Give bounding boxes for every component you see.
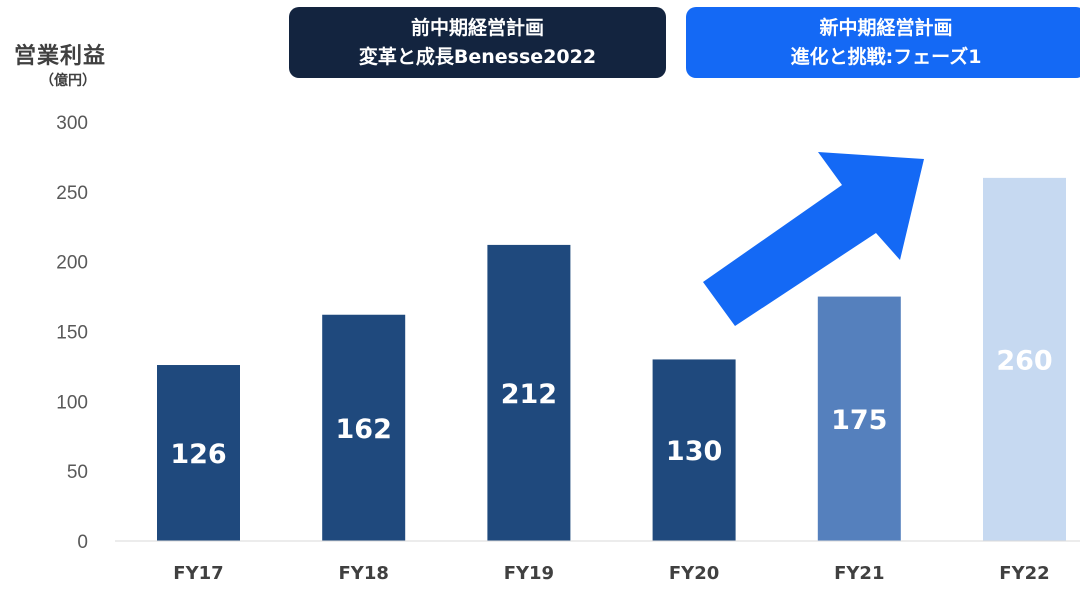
data-label: 260: [996, 345, 1052, 376]
previous-plan-title: 前中期経営計画: [410, 16, 544, 39]
y-axis-title: 営業利益: [14, 44, 107, 69]
new-plan-banner: 新中期経営計画 進化と挑戦:フェーズ1: [686, 7, 1080, 78]
data-label: 126: [170, 439, 226, 470]
x-tick-label: FY17: [173, 563, 223, 584]
y-axis-unit: （億円）: [40, 73, 96, 89]
data-label: 130: [666, 436, 722, 467]
data-label: 212: [501, 379, 557, 410]
y-tick-label: 300: [56, 113, 88, 134]
bar-fy18: [322, 314, 406, 541]
data-label: 162: [336, 414, 392, 445]
bar-fy20: [652, 359, 736, 541]
y-tick-label: 100: [56, 392, 88, 413]
data-label: 175: [831, 405, 887, 436]
y-tick-label: 250: [56, 183, 88, 204]
previous-plan-name: 変革と成長Benesse2022: [358, 45, 597, 68]
new-plan-name: 進化と挑戦:フェーズ1: [790, 45, 982, 68]
y-tick-label: 200: [56, 253, 88, 274]
y-tick-label: 0: [77, 532, 88, 553]
y-tick-label: 50: [67, 462, 88, 483]
bar-fy17: [157, 365, 240, 541]
up-right-arrow-icon: [703, 152, 924, 326]
x-tick-label: FY18: [339, 563, 389, 584]
new-plan-title: 新中期経営計画: [819, 16, 953, 39]
bar-fy22: [983, 177, 1066, 541]
bar-fy21: [817, 296, 901, 541]
x-tick-label: FY19: [504, 563, 554, 584]
previous-plan-banner: 前中期経営計画 変革と成長Benesse2022: [289, 7, 666, 78]
x-tick-label: FY21: [834, 563, 884, 584]
x-tick-label: FY20: [669, 563, 719, 584]
y-tick-label: 150: [56, 323, 88, 344]
x-tick-label: FY22: [999, 563, 1049, 584]
bar-fy19: [487, 244, 571, 541]
